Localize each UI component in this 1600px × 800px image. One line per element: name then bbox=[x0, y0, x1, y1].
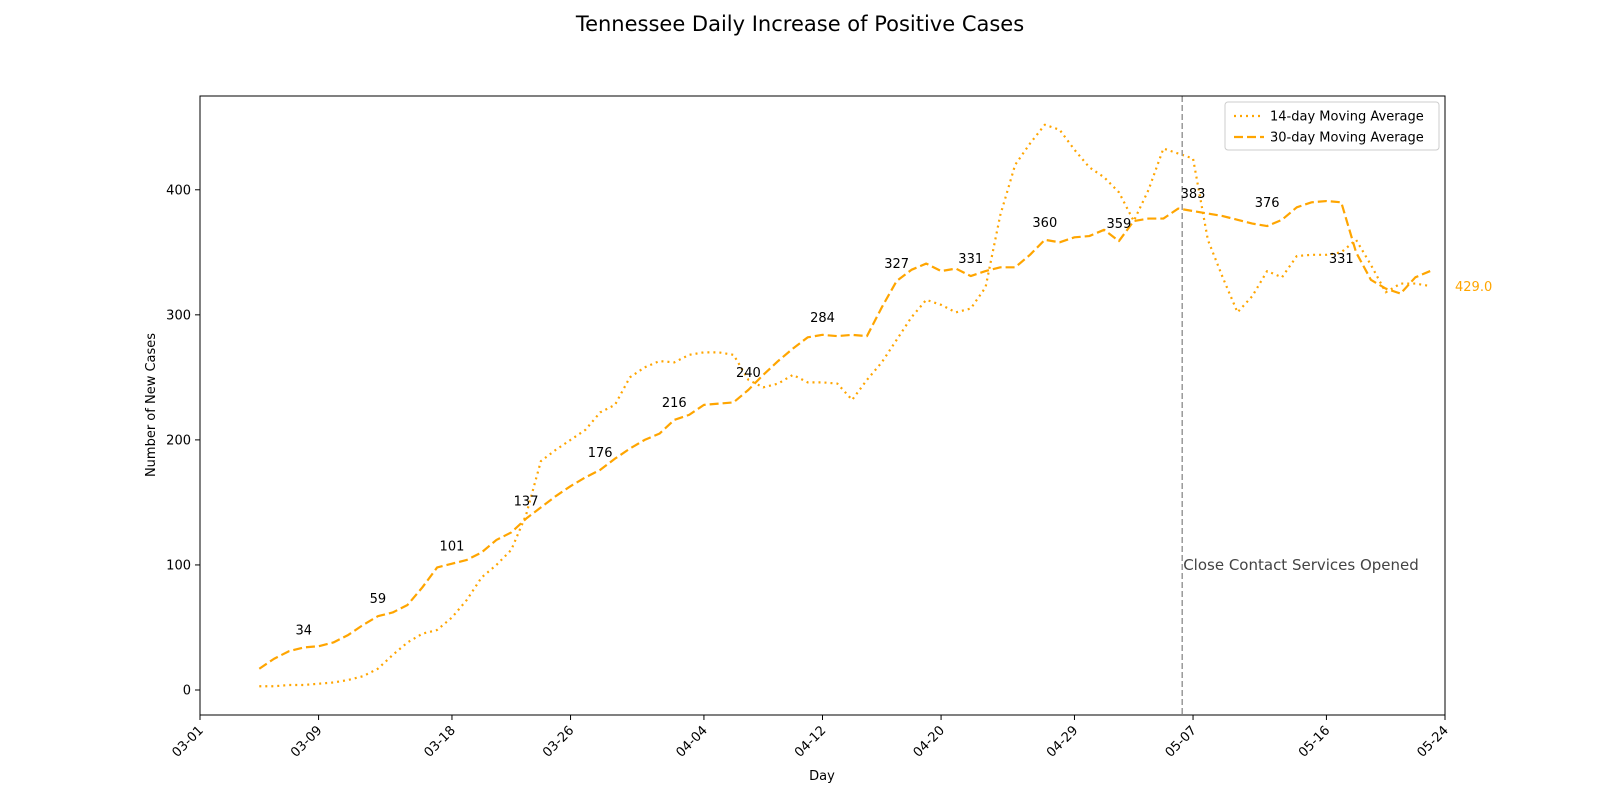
event-annotation: Close Contact Services Opened bbox=[1183, 556, 1419, 574]
legend: 14-day Moving Average 30-day Moving Avera… bbox=[1224, 101, 1440, 151]
data-label: 327 bbox=[884, 257, 909, 272]
series-line-2 bbox=[258, 199, 1431, 670]
data-label: 34 bbox=[295, 623, 312, 638]
data-label: 331 bbox=[958, 252, 983, 267]
y-axis-title: Number of New Cases bbox=[144, 333, 159, 477]
data-label: 284 bbox=[810, 311, 835, 326]
data-label: 359 bbox=[1107, 217, 1132, 232]
data-label: 59 bbox=[370, 592, 387, 607]
plot-area: Close Contact Services Opened 34 59 101 137 1… bbox=[199, 95, 1492, 716]
legend-box bbox=[1224, 101, 1440, 151]
legend-label-2: 30-day Moving Average bbox=[1270, 131, 1424, 146]
data-label: 101 bbox=[440, 540, 465, 555]
chart-title: Tennessee Daily Increase of Positive Cas… bbox=[575, 12, 1024, 36]
data-label: 240 bbox=[736, 366, 761, 381]
data-label: 216 bbox=[662, 396, 687, 411]
data-label: 331 bbox=[1329, 252, 1354, 267]
data-label: 376 bbox=[1255, 196, 1280, 211]
x-axis-title: Day bbox=[809, 769, 835, 784]
y-tick-label: 400 bbox=[166, 183, 191, 198]
data-label: 137 bbox=[514, 495, 539, 510]
side-value-label: 429.0 bbox=[1455, 280, 1492, 295]
y-tick-label: 0 bbox=[183, 683, 191, 698]
data-label: 360 bbox=[1032, 216, 1057, 231]
y-tick-label: 100 bbox=[166, 558, 191, 573]
series-line-1 bbox=[259, 123, 1431, 688]
y-tick-label: 200 bbox=[166, 433, 191, 448]
y-tick-label: 300 bbox=[166, 308, 191, 323]
data-label: 383 bbox=[1181, 187, 1206, 202]
legend-label-1: 14-day Moving Average bbox=[1270, 110, 1424, 125]
y-axis: 0 100 200 300 400 bbox=[166, 183, 200, 698]
data-label: 176 bbox=[588, 446, 613, 461]
chart-marks: Close Contact Services Opened 34 59 101 137 1… bbox=[258, 96, 1492, 715]
